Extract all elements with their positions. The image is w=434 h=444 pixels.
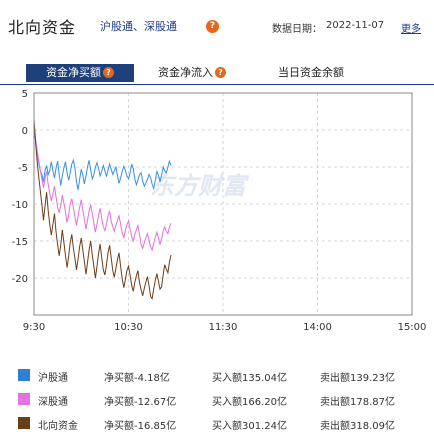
- date-label: 数据日期：: [272, 24, 322, 35]
- buy-value: 买入额135.04亿: [212, 373, 287, 384]
- more-link[interactable]: 更多: [401, 24, 421, 35]
- net-buy-value: 净买额-4.18亿: [104, 373, 170, 384]
- y-tick-label: -10: [12, 200, 28, 211]
- series-line: [33, 126, 172, 191]
- sell-value: 卖出额178.87亿: [320, 397, 395, 408]
- help-icon[interactable]: ?: [215, 67, 226, 78]
- series-line: [33, 118, 172, 301]
- legend-name: 沪股通: [38, 373, 68, 384]
- net-buy-value: 净买额-12.67亿: [104, 397, 177, 408]
- buy-value: 买入额166.20亿: [212, 397, 287, 408]
- tab-net-buy[interactable]: 资金净买额?: [26, 64, 134, 82]
- y-tick-label: 5: [22, 89, 28, 100]
- tab-bar: 资金净买额? 资金净流入? 当日资金余额: [0, 54, 434, 85]
- sell-value: 卖出额318.09亿: [320, 421, 395, 432]
- chart-frame: [33, 92, 413, 316]
- legend-row-north: 北向资金 净买额-16.85亿 买入额301.24亿 卖出额318.09亿: [0, 414, 434, 434]
- x-tick-label: 11:30: [209, 322, 238, 333]
- tab-net-buy-label: 资金净买额: [46, 66, 101, 79]
- tab-net-inflow-label: 资金净流入: [158, 66, 213, 79]
- header: 北向资金 沪股通、深股通 ? 数据日期： 2022-11-07 更多: [0, 0, 434, 50]
- legend-name: 北向资金: [38, 421, 78, 432]
- date-value: 2022-11-07: [326, 20, 385, 31]
- sell-value: 卖出额139.23亿: [320, 373, 395, 384]
- chart-grid: [34, 92, 412, 315]
- x-tick-label: 9:30: [23, 322, 45, 333]
- net-buy-value: 净买额-16.85亿: [104, 421, 177, 432]
- help-icon[interactable]: ?: [103, 67, 114, 78]
- tab-net-inflow[interactable]: 资金净流入?: [158, 64, 226, 82]
- y-axis: 5 0 -5 -10 -15 -20: [12, 89, 28, 285]
- legend-swatch: [18, 369, 30, 381]
- legend-row-sz: 深股通 净买额-12.67亿 买入额166.20亿 卖出额178.87亿: [0, 390, 434, 410]
- x-tick-label: 10:30: [114, 322, 143, 333]
- chart-series: [33, 118, 172, 301]
- help-icon[interactable]: ?: [206, 20, 219, 33]
- subtitle: 沪股通、深股通: [100, 20, 177, 33]
- y-tick-label: 0: [22, 126, 28, 137]
- tab-daily-balance-label: 当日资金余额: [278, 66, 344, 79]
- x-tick-label: 15:00: [398, 322, 427, 333]
- y-tick-label: -15: [12, 237, 28, 248]
- legend-row-sh: 沪股通 净买额-4.18亿 买入额135.04亿 卖出额139.23亿: [0, 366, 434, 386]
- watermark: 东方财富: [150, 172, 250, 200]
- legend-name: 深股通: [38, 397, 68, 408]
- x-axis: 9:30 10:30 11:30 14:00 15:00: [23, 322, 427, 333]
- net-buy-chart: 东方财富 5 0 -5 -10 -15 -20 9:30 10:30 11:30 14:00 15…: [12, 89, 427, 333]
- x-tick-label: 14:00: [303, 322, 332, 333]
- y-tick-label: -20: [12, 274, 28, 285]
- legend-swatch: [18, 417, 30, 429]
- tab-daily-balance[interactable]: 当日资金余额: [278, 64, 344, 82]
- y-tick-label: -5: [18, 163, 28, 174]
- legend-swatch: [18, 393, 30, 405]
- buy-value: 买入额301.24亿: [212, 421, 287, 432]
- page-title: 北向资金: [8, 18, 77, 37]
- series-line: [33, 122, 172, 252]
